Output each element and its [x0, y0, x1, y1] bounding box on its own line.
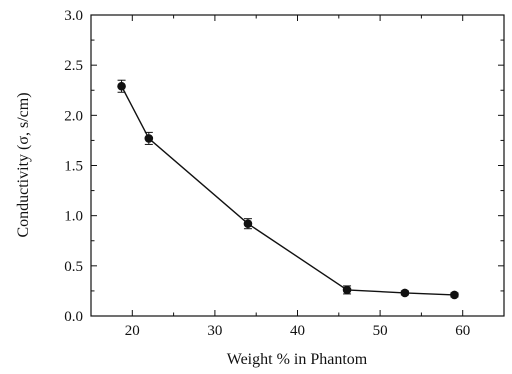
y-tick-label: 3.0: [64, 8, 83, 24]
series-line: [120, 85, 455, 296]
data-point: [342, 285, 352, 295]
data-point: [117, 81, 126, 91]
tick-labels: 20 30 40 50 60 0.0 0.5 1.0 1.5 2.0 2.5 3.0: [64, 8, 470, 339]
x-axis-label: Weight % in Phantom: [227, 351, 368, 368]
data-point: [243, 219, 253, 228]
y-tick-label: 0.5: [64, 259, 83, 275]
plot-frame: [90, 14, 505, 317]
x-tick-label: 50: [373, 323, 388, 339]
y-tick-label: 2.0: [64, 108, 83, 124]
y-tick-label: 1.5: [64, 159, 83, 175]
x-tick-label: 20: [125, 323, 140, 339]
y-tick-label: 1.0: [64, 209, 83, 225]
axis-ticks: [90, 14, 505, 317]
series-layer: [117, 79, 459, 300]
y-tick-label: 2.5: [64, 58, 83, 74]
x-tick-label: 30: [207, 323, 222, 339]
x-tick-label: 60: [455, 323, 470, 339]
data-point: [400, 288, 410, 298]
data-point: [450, 290, 459, 300]
x-tick-label: 40: [290, 323, 305, 339]
y-axis-label: Conductivity (σ, s/cm): [15, 92, 32, 237]
data-point: [144, 134, 154, 143]
y-tick-label: 0.0: [64, 309, 83, 325]
